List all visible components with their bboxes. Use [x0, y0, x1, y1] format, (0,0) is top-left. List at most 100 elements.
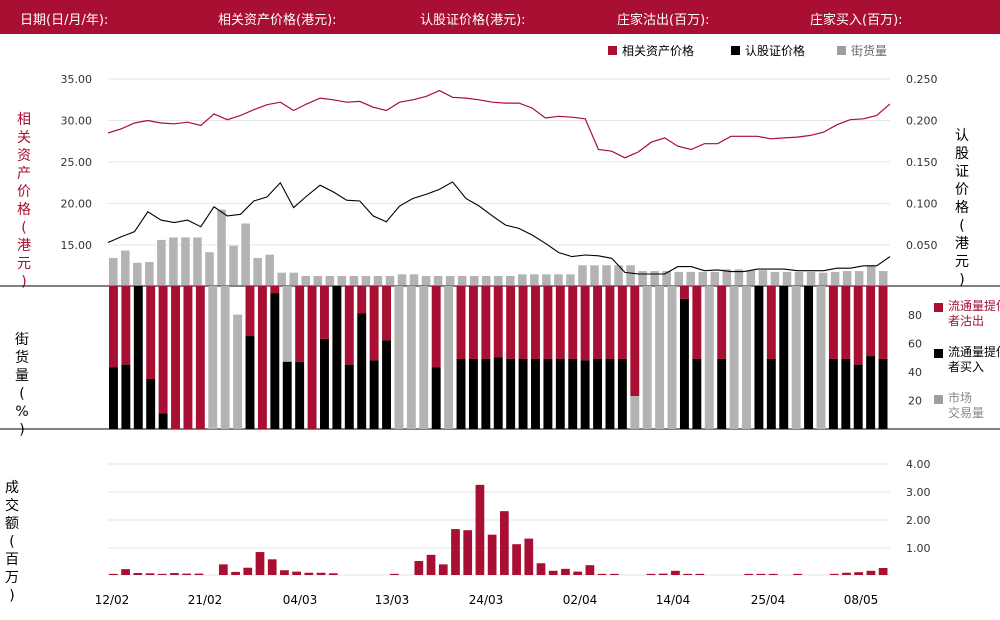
volume-bar-market — [816, 286, 826, 429]
volume-bar-sell — [257, 286, 267, 429]
chart-header-bar: 日期(日/月/年): 相关资产价格(港元): 认股证价格(港元): 庄家沽出(百… — [0, 0, 1000, 34]
outstanding-bar — [217, 209, 226, 285]
turnover-bar — [683, 573, 692, 575]
volume-bar-buy — [679, 298, 689, 429]
volume-bar-buy — [617, 358, 627, 429]
volume-bar-buy — [779, 286, 789, 429]
outstanding-bar — [457, 275, 467, 285]
turnover-tick-label: 1.00 — [906, 542, 931, 555]
outstanding-bar — [181, 237, 190, 285]
right-tick-label: 0.050 — [906, 239, 938, 252]
outstanding-bar — [385, 275, 395, 285]
volume-bar-buy — [866, 356, 876, 429]
turnover-bar — [658, 573, 668, 575]
outstanding-bar — [169, 237, 178, 285]
outstanding-bar — [337, 275, 347, 285]
volume-bar-sell — [580, 286, 590, 361]
volume-bar-sell — [109, 286, 118, 368]
header-date-label: 日期(日/月/年): — [20, 13, 109, 28]
volume-bar-sell — [518, 286, 528, 359]
turnover-bar — [768, 573, 778, 575]
turnover-bar — [121, 569, 130, 575]
outstanding-bar — [469, 275, 479, 285]
volume-bar-buy — [518, 358, 528, 429]
turnover-bar — [255, 552, 265, 575]
volume-bar-buy — [146, 378, 156, 429]
turnover-bar — [157, 573, 167, 575]
volume-bar-buy — [282, 361, 292, 429]
volume-bar-buy — [468, 358, 478, 429]
turnover-bar — [671, 570, 680, 575]
turnover-bar — [829, 573, 839, 575]
outstanding-bar — [445, 275, 455, 285]
turnover-bar — [878, 568, 888, 575]
volume-bar-buy — [295, 361, 305, 429]
volume-bar-sell — [245, 286, 255, 337]
volume-bar-market — [742, 286, 751, 429]
volume-bar-buy — [270, 293, 280, 429]
outstanding-bar — [710, 271, 720, 285]
volume-bar-buy — [853, 364, 863, 429]
outstanding-bar — [698, 271, 708, 285]
volume-bar-buy — [109, 367, 118, 429]
volume-bar-sell — [866, 286, 876, 357]
volume-bar-sell — [183, 286, 193, 429]
right-tick-label: 0.200 — [906, 115, 938, 128]
outstanding-bar — [157, 239, 166, 285]
outstanding-bar — [614, 265, 623, 285]
volume-bar-market — [444, 286, 454, 429]
turnover-tick-label: 2.00 — [906, 514, 931, 527]
outstanding-bar — [626, 265, 635, 285]
volume-bar-sell — [717, 286, 727, 359]
outstanding-bar — [277, 272, 286, 285]
volume-bar-buy — [531, 358, 540, 429]
volume-bar-buy — [121, 364, 131, 429]
outstanding-bar — [542, 274, 551, 285]
volume-bar-sell — [605, 286, 615, 359]
outstanding-bar — [373, 275, 383, 285]
turnover-bar — [793, 573, 802, 575]
volume-bar-buy — [580, 360, 590, 429]
x-tick-label: 21/02 — [188, 593, 223, 607]
volume-bar-buy — [481, 358, 491, 429]
volume-bar-buy — [568, 358, 578, 429]
volume-bar-sell — [506, 286, 516, 359]
outstanding-bar — [866, 265, 876, 285]
outstanding-bar — [409, 274, 419, 285]
turnover-bar — [304, 572, 314, 575]
turnover-bar — [438, 564, 448, 575]
outstanding-bar — [313, 275, 323, 285]
volume-bar-sell — [828, 286, 838, 359]
outstanding-bar — [253, 257, 262, 285]
volume-bar-sell — [630, 286, 640, 397]
volume-bar-buy — [456, 358, 466, 429]
left-tick-label: 30.00 — [61, 115, 93, 128]
turnover-bar — [548, 570, 558, 575]
volume-tick-label: 20 — [908, 395, 922, 408]
turnover-axis-label: 成交额(百万) — [5, 480, 19, 604]
outstanding-bar — [842, 271, 852, 285]
outstanding-bar — [530, 274, 539, 285]
turnover-bar — [585, 565, 595, 575]
volume-bar-sell — [593, 286, 603, 359]
turnover-bar — [267, 559, 277, 575]
left-tick-label: 25.00 — [61, 156, 93, 169]
outstanding-bar — [121, 250, 130, 285]
outstanding-bar — [205, 252, 214, 285]
volume-tick-label: 40 — [908, 366, 922, 379]
turnover-bar — [451, 529, 460, 575]
volume-bar-buy — [717, 358, 727, 429]
volume-bar-buy — [133, 286, 143, 429]
outstanding-bar — [746, 270, 756, 285]
volume-legend-label: 流通量提供者买入 — [948, 344, 1000, 374]
volume-bar-buy — [357, 313, 367, 429]
outstanding-bar — [782, 271, 792, 285]
outstanding-bar — [566, 274, 575, 285]
turnover-tick-label: 4.00 — [906, 458, 931, 471]
outstanding-bar — [638, 271, 647, 285]
volume-bar-sell — [158, 286, 168, 414]
header-issuer-sell-label: 庄家沽出(百万): — [617, 13, 710, 28]
x-tick-label: 12/02 — [95, 593, 130, 607]
outstanding-bar — [794, 271, 804, 285]
left-tick-label: 20.00 — [61, 198, 93, 211]
